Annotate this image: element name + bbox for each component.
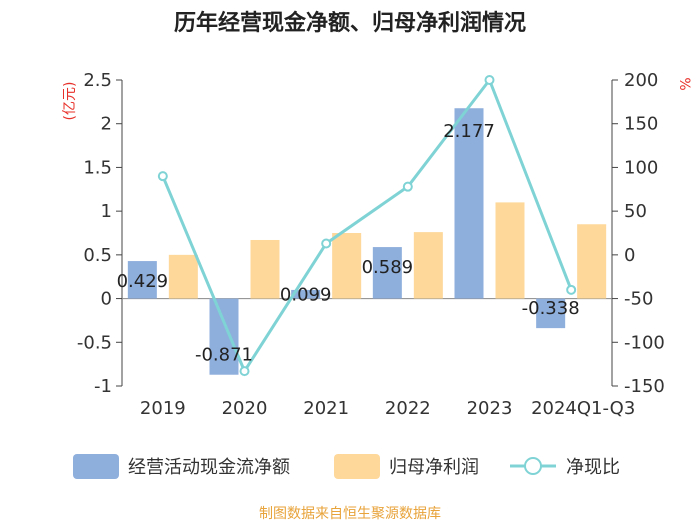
left-tick-label: 2 — [101, 114, 112, 135]
x-tick-label: 2019 — [140, 398, 186, 419]
bar-net-profit — [495, 202, 525, 299]
cash-ratio-point — [239, 366, 250, 377]
legend-marker-cash-ratio — [524, 457, 542, 475]
legend-swatch-net-profit — [334, 454, 380, 479]
bar-net-profit — [250, 239, 280, 299]
right-tick-label: -50 — [624, 289, 653, 310]
right-tick-label: 200 — [624, 70, 658, 91]
bar-cash-flow — [291, 289, 321, 299]
cash-ratio-point — [321, 238, 332, 249]
x-tick-label: 2020 — [222, 398, 268, 419]
bar-cash-flow — [454, 108, 484, 299]
bar-cash-flow — [536, 298, 566, 329]
right-axis-unit: % — [676, 77, 692, 90]
x-tick-label: 2022 — [385, 398, 431, 419]
bar-cash-flow — [372, 247, 402, 299]
legend-label-net-profit: 归母净利润 — [389, 457, 479, 478]
legend-swatch-cash-flow — [73, 454, 119, 479]
cash-ratio-point — [402, 181, 413, 192]
bars-layer — [127, 108, 607, 375]
left-axis-unit: (亿元) — [62, 82, 78, 121]
bar-value-label: -0.338 — [522, 298, 580, 319]
left-tick-label: 0.5 — [83, 245, 112, 266]
right-tick-label: 150 — [624, 114, 658, 135]
axes-layer: 2.5 2 1.5 1 0.5 0 -0.5 -1 200 150 100 50 0 -50 -100 -15… — [62, 70, 692, 419]
cash-ratio-point — [484, 75, 495, 85]
left-tick-label: 2.5 — [83, 70, 112, 91]
cash-ratio-point — [157, 171, 168, 182]
bar-value-label: -0.871 — [195, 345, 253, 366]
legend-label-cash-flow: 经营活动现金流净额 — [128, 457, 290, 478]
line-layer — [157, 75, 577, 377]
legend: 经营活动现金流净额 归母净利润 净现比 — [73, 454, 620, 479]
bar-net-profit — [413, 232, 443, 299]
right-tick-label: 50 — [624, 201, 647, 222]
left-tick-label: 1.5 — [83, 157, 112, 178]
legend-label-cash-ratio: 净现比 — [566, 457, 620, 478]
right-tick-label: 0 — [624, 245, 635, 266]
cash-ratio-line — [161, 78, 573, 373]
x-tick-label: 2023 — [467, 398, 513, 419]
bar-value-label: 2.177 — [443, 121, 495, 142]
labels-layer: 0.429 -0.871 0.099 0.589 2.177 -0.338 — [117, 121, 580, 366]
bar-cash-flow — [127, 261, 157, 299]
left-tick-label: -0.5 — [77, 332, 112, 353]
cash-ratio-point — [566, 284, 577, 295]
bar-net-profit — [332, 233, 362, 299]
bar-value-label: 0.099 — [280, 285, 332, 306]
chart-title: 历年经营现金净额、归母净利润情况 — [174, 10, 526, 36]
x-tick-label: 2021 — [303, 398, 349, 419]
bar-value-label: 0.589 — [362, 257, 414, 278]
bar-net-profit — [577, 224, 607, 299]
right-tick-label: -100 — [624, 332, 665, 353]
bar-cash-flow — [209, 298, 239, 375]
left-tick-label: 1 — [101, 201, 112, 222]
bar-net-profit — [168, 254, 198, 299]
left-tick-label: -1 — [94, 376, 112, 397]
source-note: 制图数据来自恒生聚源数据库 — [259, 506, 441, 522]
right-tick-label: -150 — [624, 376, 665, 397]
left-tick-label: 0 — [101, 289, 112, 310]
bar-value-label: 0.429 — [117, 271, 169, 292]
right-tick-label: 100 — [624, 157, 658, 178]
x-tick-label: 2024Q1-Q3 — [531, 398, 635, 419]
